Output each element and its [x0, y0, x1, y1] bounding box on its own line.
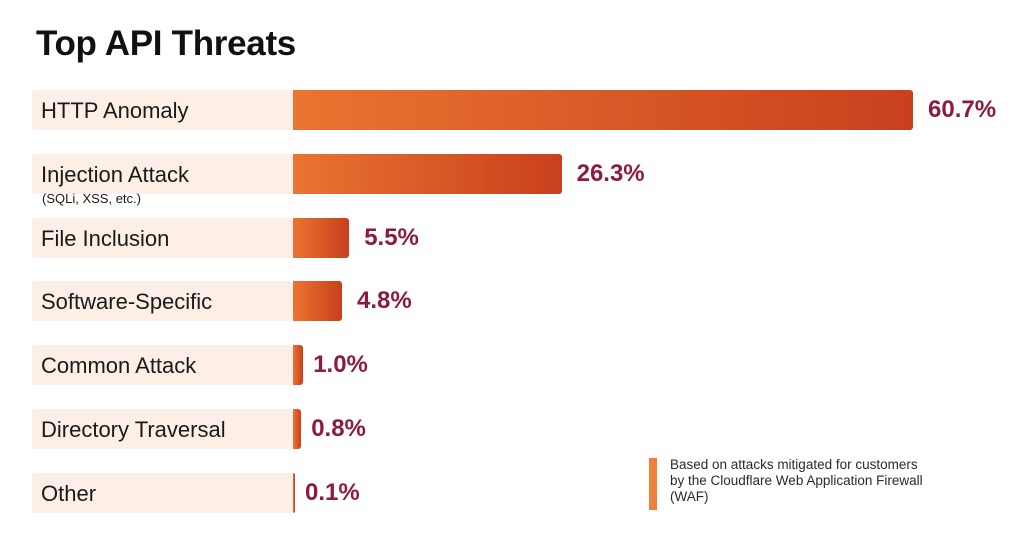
value-label: 60.7% — [928, 96, 997, 123]
bar — [293, 154, 562, 194]
category-label-box: File Inclusion — [32, 218, 293, 258]
category-label: Injection Attack — [41, 162, 189, 187]
value-label: 5.5% — [364, 224, 419, 251]
category-label-box: HTTP Anomaly — [32, 90, 293, 130]
value-label: 0.1% — [305, 479, 360, 506]
bar — [293, 473, 295, 513]
category-label: Software-Specific — [41, 289, 213, 314]
value-label: 4.8% — [357, 287, 412, 314]
category-label: Other — [41, 481, 97, 506]
bar — [293, 281, 342, 321]
category-label: Directory Traversal — [41, 417, 226, 442]
chart-row: Other 0.1% — [0, 473, 1024, 513]
category-label-box: Common Attack — [32, 345, 293, 385]
chart-row: File Inclusion 5.5% — [0, 218, 1024, 258]
bar — [293, 409, 302, 449]
value-label: 1.0% — [313, 351, 368, 378]
bar — [293, 218, 350, 258]
category-sublabel: (SQLi, XSS, etc.) — [42, 191, 141, 206]
chart-row: Software-Specific 4.8% — [0, 281, 1024, 321]
category-label: File Inclusion — [41, 226, 170, 251]
chart-row: Directory Traversal 0.8% — [0, 409, 1024, 449]
footnote: Based on attacks mitigated for customers… — [649, 457, 929, 510]
chart-row: Injection Attack (SQLi, XSS, etc.) 26.3% — [0, 154, 1024, 206]
bar — [293, 345, 304, 385]
value-label: 26.3% — [576, 160, 645, 187]
footnote-accent-bar — [649, 458, 657, 510]
category-label: HTTP Anomaly — [41, 98, 189, 123]
category-label-box: Injection Attack (SQLi, XSS, etc.) — [32, 154, 293, 206]
chart-title: Top API Threats — [36, 24, 296, 63]
category-label: Common Attack — [41, 353, 197, 378]
category-label-box: Other — [32, 473, 293, 513]
bar — [293, 90, 913, 130]
footnote-text: Based on attacks mitigated for customers… — [670, 457, 923, 504]
chart-row: Common Attack 1.0% — [0, 345, 1024, 385]
chart-row: HTTP Anomaly 60.7% — [0, 90, 1024, 130]
category-label-box: Directory Traversal — [32, 409, 293, 449]
value-label: 0.8% — [311, 415, 366, 442]
category-label-box: Software-Specific — [32, 281, 293, 321]
